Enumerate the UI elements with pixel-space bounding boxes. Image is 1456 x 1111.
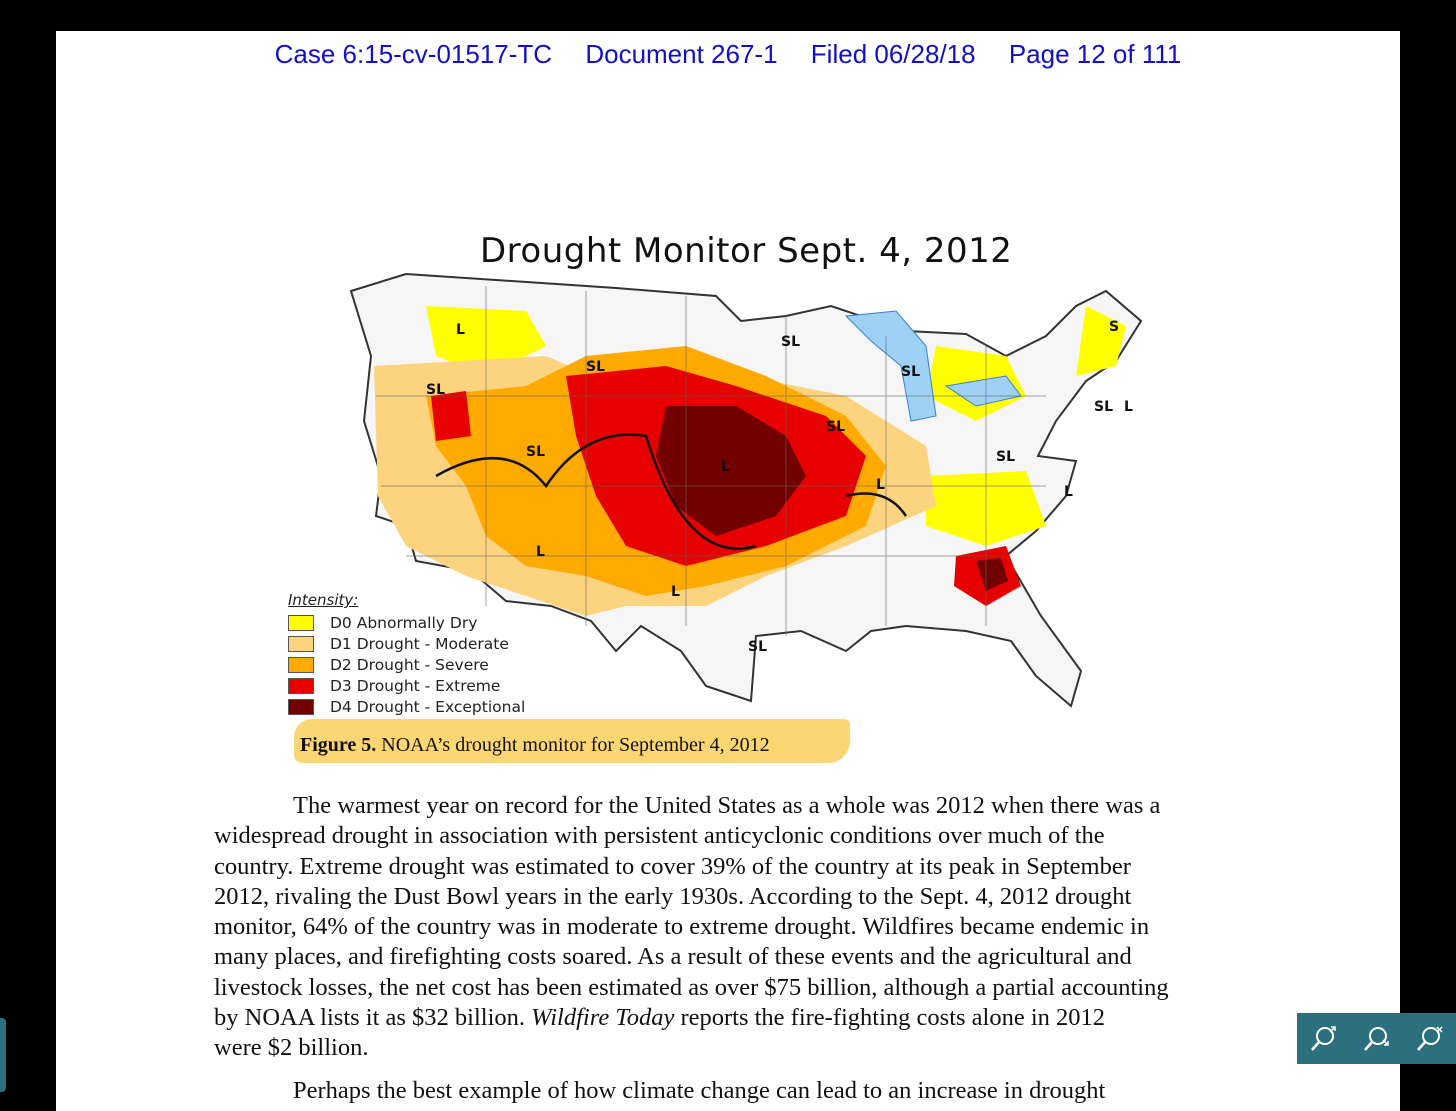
map-label: L [721,459,730,475]
zoom-in-icon[interactable] [1306,1021,1342,1057]
case-number: Case 6:15-cv-01517-TC [274,39,553,69]
body-line: widespread drought in association with p… [214,822,1105,850]
body-line: country. Extreme drought was estimated t… [214,852,1131,880]
body-paragraph: The warmest year on record for the Unite… [214,791,1254,1064]
body-line: by NOAA lists it as $32 billion. Wildfir… [214,1003,1254,1033]
state-lines [376,286,1046,636]
d4-region [656,406,806,536]
map-impact-labels: L SL SL SL SL SL S SL L SL L L L SL L SL… [426,319,1133,655]
publication-title: Wildfire Today [531,1004,675,1032]
legend-swatch-d4 [288,698,314,715]
filed-date: Filed 06/28/18 [810,39,976,69]
body-line: many places, and firefighting costs soar… [214,943,1132,971]
legend-item: D3 Drought - Extreme [288,675,525,696]
legend-swatch-d0 [288,614,314,631]
map-label: L [671,584,680,600]
legend-label: D0 Abnormally Dry [330,613,478,632]
legend-swatch-d1 [288,635,314,652]
body-line: 2012, rivaling the Dust Bowl years in th… [214,882,1132,910]
legend-swatch-d2 [288,656,314,673]
map-label: L [536,544,545,560]
legend-label: D1 Drought - Moderate [330,634,509,653]
map-label: L [456,322,465,338]
map-label: SL [586,359,605,375]
drought-map: L SL SL SL SL SL S SL L SL L L L SL L SL… [349,272,1143,708]
body-line: were $2 billion. [214,1034,369,1062]
caption-bold: Figure 5. [300,734,377,756]
impact-boundaries [435,433,908,550]
map-label: SL [826,419,845,435]
page-number: Page 12 of 111 [1008,39,1182,69]
map-label: SL [1094,399,1113,415]
legend-item: D0 Abnormally Dry [288,612,525,633]
legend-swatch-d3 [288,677,314,694]
legend-title: Intensity: [288,591,359,609]
zoom-out-icon[interactable] [1359,1021,1395,1057]
map-label: SL [426,382,445,398]
legend-item: D2 Drought - Severe [288,654,525,675]
map-label: SL [996,449,1015,465]
body-line: livestock losses, the net cost has been … [214,973,1169,1001]
d0-region-ne [1076,306,1126,376]
body-text: by NOAA lists it as $32 billion. [214,1004,532,1032]
side-panel-tab[interactable] [0,1018,6,1092]
great-lakes [844,310,937,422]
d3-region-west [431,391,471,441]
map-label: SL [748,639,767,655]
map-label: SL [901,364,920,380]
body-text: reports the fire-fighting costs alone in… [674,1004,1106,1032]
next-paragraph: Perhaps the best example of how climate … [293,1077,1106,1104]
map-label: L [1064,484,1073,500]
body-line: monitor, 64% of the country was in moder… [214,913,1150,941]
legend-label: D3 Drought - Extreme [330,676,501,695]
map-label: L [876,477,885,493]
court-header: Case 6:15-cv-01517-TC Document 267-1 Fil… [56,39,1400,70]
map-legend: Intensity: D0 Abnormally Dry D1 Drought … [288,591,525,717]
document-number: Document 267-1 [585,39,778,69]
caption-highlight [294,719,850,763]
map-title: Drought Monitor Sept. 4, 2012 [480,231,1013,271]
map-label: SL [526,444,545,460]
legend-label: D2 Drought - Severe [330,655,489,674]
legend-label: D4 Drought - Exceptional [330,697,526,716]
map-label: SL [781,334,800,350]
map-label: S [1109,319,1119,335]
zoom-reset-icon[interactable] [1412,1021,1448,1057]
caption-text: NOAA’s drought monitor for September 4, … [376,734,770,756]
document-page: Case 6:15-cv-01517-TC Document 267-1 Fil… [56,31,1400,1111]
d4-region-georgia [976,558,1008,591]
map-label: L [1124,399,1133,415]
figure-caption: Figure 5. NOAA’s drought monitor for Sep… [300,734,770,757]
legend-item: D4 Drought - Exceptional [288,696,525,717]
body-line: The warmest year on record for the Unite… [293,792,1161,819]
zoom-toolbar [1297,1013,1456,1064]
legend-item: D1 Drought - Moderate [288,633,525,654]
